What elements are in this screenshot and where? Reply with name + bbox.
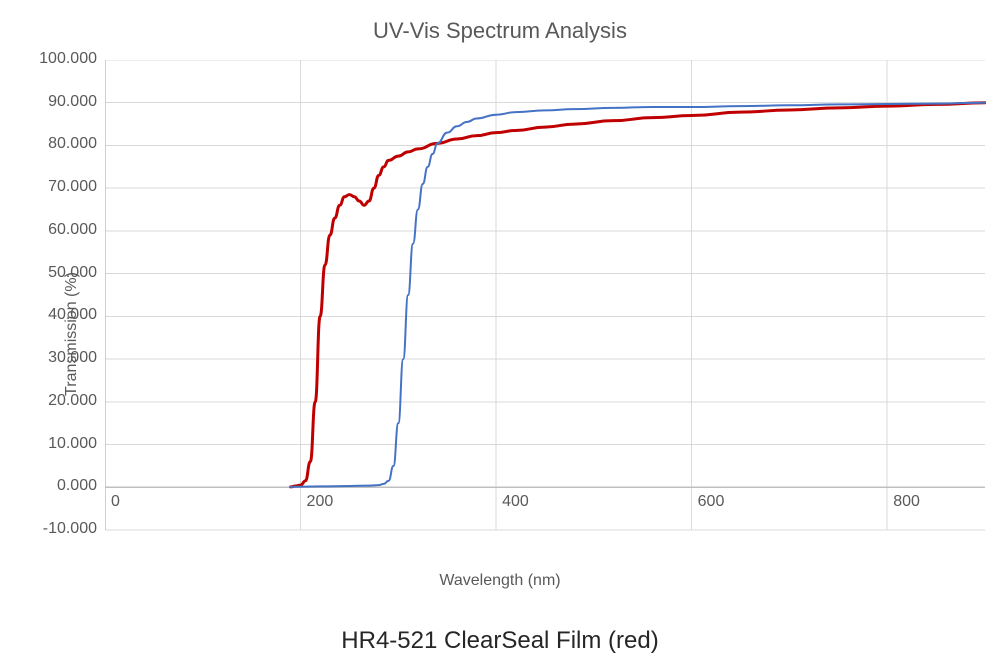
series-red <box>291 103 985 487</box>
chart-caption: HR4-521 ClearSeal Film (red) <box>0 627 1000 655</box>
y-tick-label: 0.000 <box>57 477 97 495</box>
chart-title: UV-Vis Spectrum Analysis <box>0 18 1000 44</box>
x-tick-label: 800 <box>893 493 920 511</box>
y-tick-label: 20.000 <box>48 392 97 410</box>
y-tick-label: 50.000 <box>48 264 97 282</box>
y-tick-label: 30.000 <box>48 349 97 367</box>
x-tick-label: 0 <box>111 493 120 511</box>
chart-container: UV-Vis Spectrum Analysis Transmission (%… <box>0 0 1000 667</box>
x-tick-label: 400 <box>502 493 529 511</box>
y-tick-label: 90.000 <box>48 93 97 111</box>
y-tick-label: 40.000 <box>48 306 97 324</box>
series-blue <box>291 103 985 487</box>
y-tick-label: 80.000 <box>48 135 97 153</box>
y-tick-label: 70.000 <box>48 178 97 196</box>
x-tick-label: 200 <box>307 493 334 511</box>
y-axis-label: Transmission (%) <box>63 272 81 396</box>
y-tick-label: 100.000 <box>39 50 97 68</box>
chart-plot <box>105 60 986 570</box>
x-axis-label: Wavelength (nm) <box>0 572 1000 590</box>
y-tick-label: 60.000 <box>48 221 97 239</box>
y-tick-label: 10.000 <box>48 435 97 453</box>
x-tick-label: 600 <box>698 493 725 511</box>
y-tick-label: -10.000 <box>43 520 97 538</box>
